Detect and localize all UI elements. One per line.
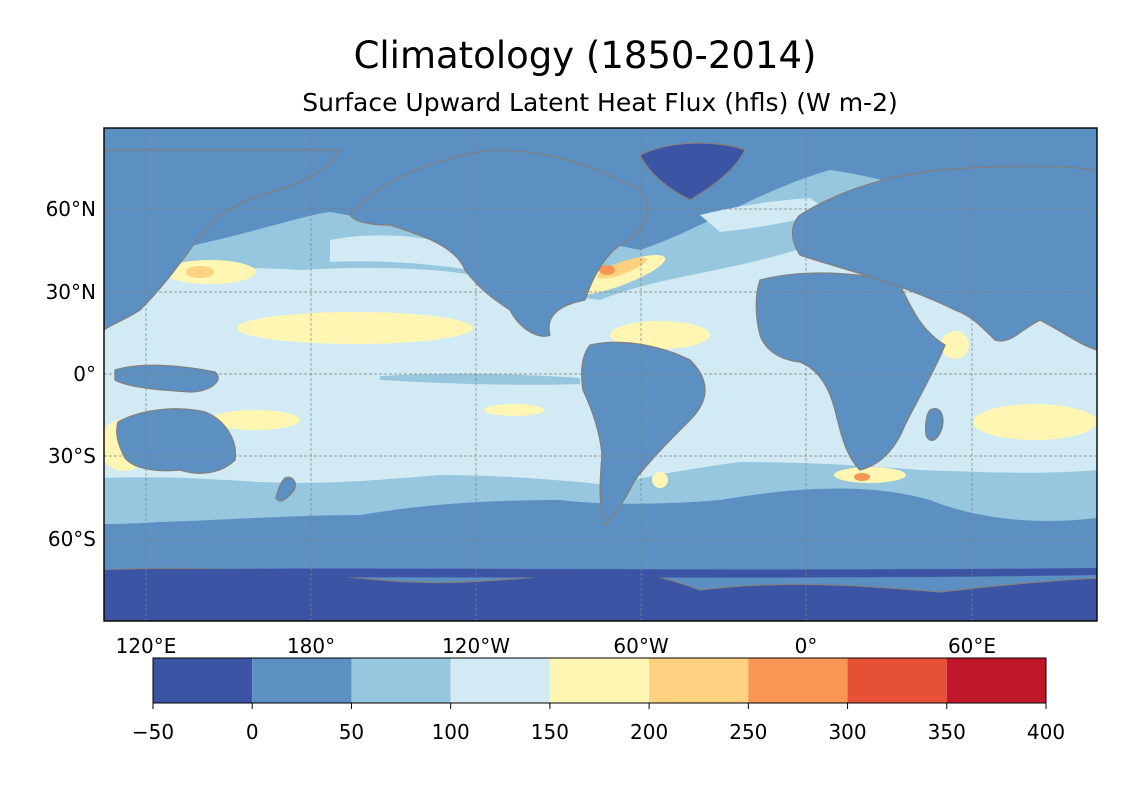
- colorbar-tick-label: 100: [432, 720, 470, 744]
- colorbar-tick-label: −50: [132, 720, 174, 744]
- colorbar-segment: [252, 658, 352, 703]
- southern-ocean-high-lat: [104, 568, 1097, 578]
- colorbar-tick-label: 300: [828, 720, 866, 744]
- colorbar-segment: [847, 658, 947, 703]
- flux-patch-south-indian: [973, 404, 1097, 440]
- colorbar: −50 0 50 100 150 200 250 300 350 400: [132, 657, 1065, 744]
- flux-patch-south-pacific: [484, 404, 544, 416]
- lat-tick-30s: 30°S: [48, 444, 96, 468]
- flux-patch-north-pacific: [237, 312, 473, 344]
- colorbar-segment: [748, 658, 848, 703]
- land-south-america: [581, 341, 706, 526]
- colorbar-segment: [946, 658, 1046, 703]
- flux-patch-arabian-sea: [941, 331, 969, 359]
- lat-tick-30n: 30°N: [46, 280, 96, 304]
- colorbar-tick-label: 150: [531, 720, 569, 744]
- colorbar-segment: [549, 658, 650, 703]
- map-panel: [103, 127, 1098, 622]
- colorbar-segment: [153, 658, 253, 703]
- land-maritime-continent: [114, 364, 219, 393]
- colorbar-tick-label: 400: [1027, 720, 1065, 744]
- cold-tongue: [380, 373, 580, 385]
- land-eurasia: [791, 165, 1097, 351]
- flux-patch-brazil: [652, 472, 668, 488]
- flux-patch-caribbean: [610, 321, 710, 349]
- flux-band-100-150-north: [330, 235, 470, 270]
- lon-tick-60e: 60°E: [948, 634, 996, 658]
- lon-tick-labels: 120°E 180° 120°W 60°W 0° 60°E: [116, 634, 996, 658]
- map-field: [104, 128, 1097, 621]
- flux-patch-agulhas: [834, 467, 906, 483]
- flux-band-100-150-atlantic: [700, 198, 830, 232]
- map-frame: [103, 127, 1098, 622]
- land-north-america: [349, 149, 649, 337]
- colorbar-segment: [450, 658, 550, 703]
- chart-title: Climatology (1850-2014): [353, 34, 817, 77]
- colorbar-segment: [649, 658, 749, 703]
- gridlines: [104, 128, 1097, 621]
- land-east-asia: [104, 149, 341, 331]
- chart-subtitle: Surface Upward Latent Heat Flux (hfls) (…: [302, 88, 898, 117]
- flux-patch-gulf-stream-max: [599, 265, 615, 275]
- lat-tick-60n: 60°N: [46, 197, 96, 221]
- lon-tick-60w: 60°W: [613, 634, 668, 658]
- colorbar-tick-label: 0: [246, 720, 259, 744]
- colorbar-tick-label: 200: [630, 720, 668, 744]
- lat-tick-60s: 60°S: [48, 527, 96, 551]
- land-madagascar: [924, 408, 944, 441]
- flux-patch-coral-sea: [210, 410, 300, 430]
- colorbar-tick-label: 250: [729, 720, 767, 744]
- lon-tick-120e: 120°E: [116, 634, 177, 658]
- colorbar-frame: [152, 657, 1047, 704]
- lat-tick-0: 0°: [73, 362, 96, 386]
- land-greenland: [639, 142, 746, 201]
- lon-tick-120w: 120°W: [442, 634, 510, 658]
- land-australia: [116, 408, 237, 474]
- land-new-zealand: [275, 476, 296, 502]
- lat-tick-labels: 60°N 30°N 0° 30°S 60°S: [46, 197, 96, 551]
- land-areas: [104, 142, 1097, 526]
- lon-tick-180: 180°: [287, 634, 335, 658]
- lon-tick-0: 0°: [795, 634, 818, 658]
- colorbar-tick-label: 50: [339, 720, 364, 744]
- flux-patch-kuroshio-core: [186, 266, 214, 278]
- colorbar-tick-label: 350: [928, 720, 966, 744]
- flux-patch-agulhas-core: [854, 473, 870, 481]
- colorbar-segment: [351, 658, 451, 703]
